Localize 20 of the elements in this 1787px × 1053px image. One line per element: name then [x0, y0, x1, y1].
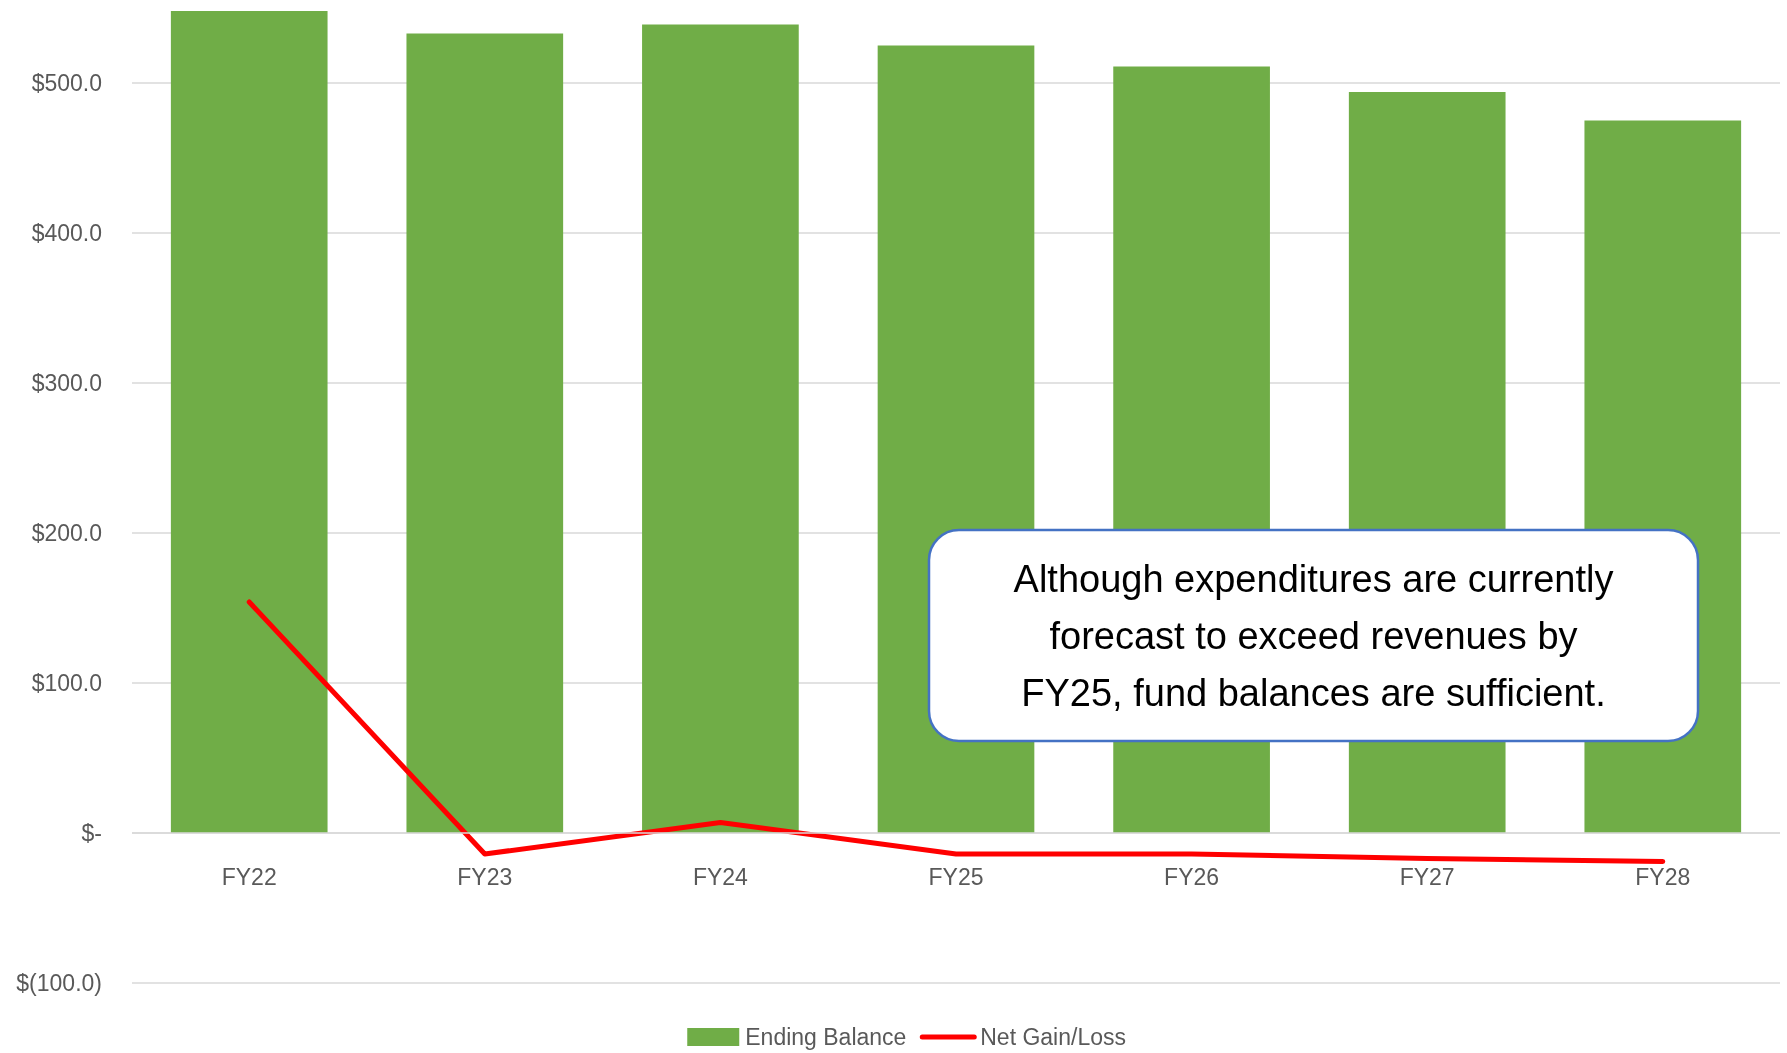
- y-tick-label: $100.0: [31, 670, 102, 697]
- y-tick-label: $400.0: [31, 220, 102, 247]
- legend-label: Net Gain/Loss: [980, 1024, 1126, 1051]
- y-tick-label: $-: [81, 820, 102, 847]
- x-tick-label: FY27: [1399, 864, 1455, 890]
- x-tick-label: FY24: [692, 864, 749, 890]
- x-tick-label: FY23: [457, 864, 513, 890]
- y-tick-label: $(100.0): [16, 970, 102, 997]
- x-tick-label: FY25: [928, 864, 984, 890]
- y-tick-label: $200.0: [31, 520, 102, 547]
- legend-label: Ending Balance: [745, 1024, 907, 1051]
- y-tick-label: $500.0: [31, 70, 102, 97]
- x-tick-label: FY28: [1635, 864, 1691, 890]
- bar: [406, 33, 564, 833]
- x-tick-label: FY26: [1164, 864, 1220, 890]
- bar: [642, 24, 799, 833]
- y-tick-label: $300.0: [31, 370, 102, 397]
- annotation: Although expenditures are currently forecast to exceed revenues by FY25, fund balances are sufficient.: [1013, 557, 1614, 714]
- x-tick-label: FY22: [221, 864, 277, 890]
- bar: [170, 11, 328, 833]
